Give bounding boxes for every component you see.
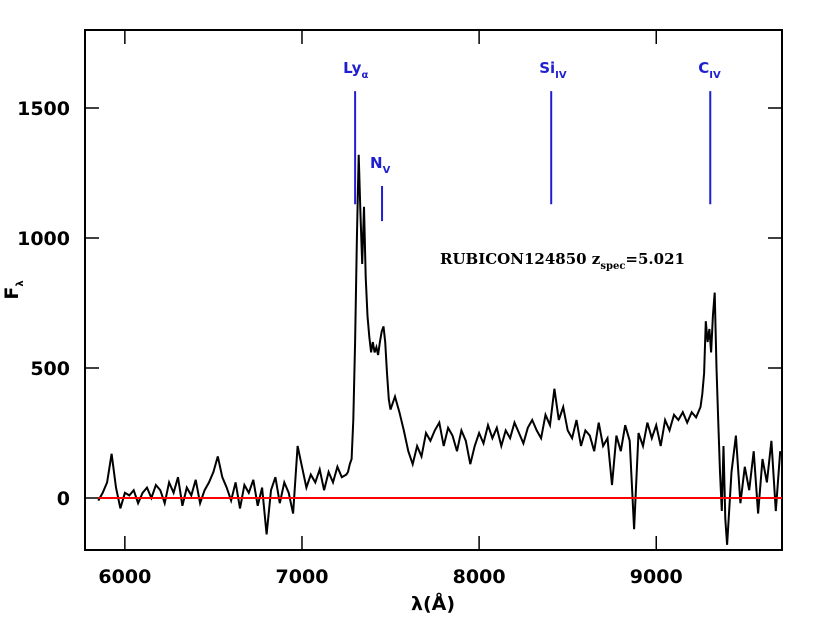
y-label-sub: λ bbox=[15, 280, 26, 287]
y-axis-label: Fλ bbox=[1, 280, 26, 300]
line-label: Lyα bbox=[343, 59, 368, 81]
line-label-main: Si bbox=[539, 59, 555, 77]
line-label-main: Ly bbox=[343, 59, 362, 77]
line-label: CIV bbox=[698, 59, 721, 81]
annotation: RUBICON124850 zspec=5.021 bbox=[440, 250, 685, 272]
y-tick-label: 0 bbox=[57, 488, 70, 510]
line-label: NV bbox=[370, 154, 391, 176]
plot-frame bbox=[84, 29, 783, 551]
line-label-sub: V bbox=[383, 165, 391, 176]
line-label-main: N bbox=[370, 154, 383, 172]
x-axis-label: λ(Å) bbox=[411, 591, 455, 615]
y-tick-label: 500 bbox=[30, 358, 70, 380]
annotation-after: =5.021 bbox=[625, 250, 685, 268]
annotation-text: RUBICON124850 z bbox=[440, 250, 601, 268]
y-tick-label: 1500 bbox=[17, 98, 70, 120]
annotation-sub: spec bbox=[600, 261, 625, 272]
y-label-main: F bbox=[1, 287, 23, 300]
line-label-sub: IV bbox=[709, 70, 721, 81]
x-tick-label: 8000 bbox=[453, 566, 506, 588]
spectrum-line bbox=[97, 154, 782, 545]
x-tick-label: 6000 bbox=[98, 566, 151, 588]
x-tick-label: 7000 bbox=[276, 566, 329, 588]
line-label: SiIV bbox=[539, 59, 567, 81]
line-label-main: C bbox=[698, 59, 709, 77]
line-label-sub: IV bbox=[555, 70, 567, 81]
y-tick-label: 1000 bbox=[17, 228, 70, 250]
x-tick-label: 9000 bbox=[630, 566, 683, 588]
line-label-sub: α bbox=[361, 70, 368, 81]
